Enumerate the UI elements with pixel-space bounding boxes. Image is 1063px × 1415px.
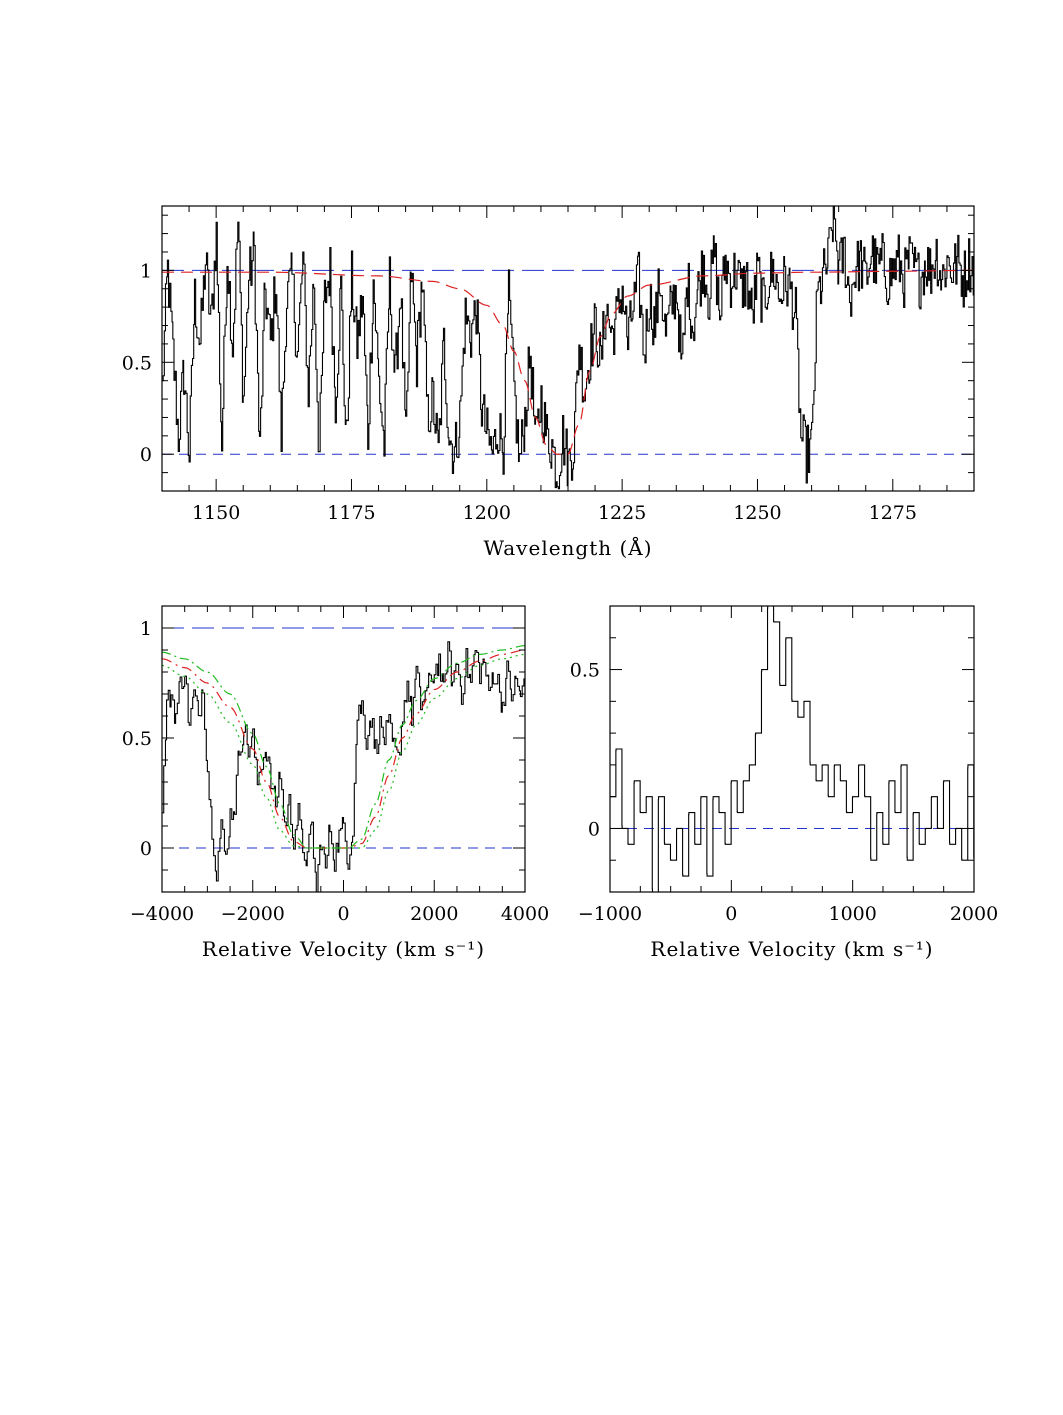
y-tick-label: 0.5: [122, 728, 152, 750]
velocity-panel-right: −1000 0 1000 2000 0 0.5 Relative Velocity (km …: [570, 605, 998, 961]
x-tick-label: 2000: [410, 903, 458, 925]
spectrum-series: [610, 606, 974, 892]
x-tick-label: 0: [725, 903, 737, 925]
y-tick-label: 1: [140, 260, 152, 282]
y-tick-label: 0: [588, 818, 600, 840]
fit-curve-lower-bound: [162, 653, 525, 849]
spectrum-series: [162, 206, 974, 490]
x-tick-label: 2000: [950, 903, 998, 925]
x-axis-label: Relative Velocity (km s⁻¹): [202, 937, 485, 961]
y-tick-label: 0.5: [570, 660, 600, 682]
x-tick-label: 1200: [463, 502, 511, 524]
x-tick-label: −4000: [130, 903, 194, 925]
y-tick-label: 0: [140, 444, 152, 466]
x-tick-label: 1250: [733, 502, 781, 524]
x-axis-label: Relative Velocity (km s⁻¹): [650, 937, 933, 961]
plot-frame: [161, 605, 526, 893]
velocity-panel-left: −4000 −2000 0 2000 4000 0 0.5 1 Relative Velocit…: [122, 605, 549, 961]
x-tick-label: −1000: [578, 903, 642, 925]
x-tick-label: 0: [337, 903, 349, 925]
x-tick-label: 1175: [327, 502, 375, 524]
wavelength-panel: 1150 1175 1200 1225 1250 1275 0 0.5 1 Wavelength …: [122, 205, 975, 560]
x-tick-label: 1150: [192, 502, 240, 524]
y-tick-label: 1: [140, 618, 152, 640]
plot-frame: [161, 205, 975, 492]
x-axis-label: Wavelength (Å): [483, 535, 652, 560]
fit-curve-upper-bound: [162, 645, 525, 849]
spectrum-series: [162, 641, 525, 892]
x-tick-label: −2000: [221, 903, 285, 925]
y-tick-label: 0: [140, 838, 152, 860]
y-tick-label: 0.5: [122, 352, 152, 374]
x-tick-label: 1275: [869, 502, 917, 524]
x-tick-label: 1000: [828, 903, 876, 925]
fit-curve-damped-lyman-alpha: [162, 269, 974, 455]
x-tick-label: 1225: [598, 502, 646, 524]
x-tick-label: 4000: [501, 903, 549, 925]
